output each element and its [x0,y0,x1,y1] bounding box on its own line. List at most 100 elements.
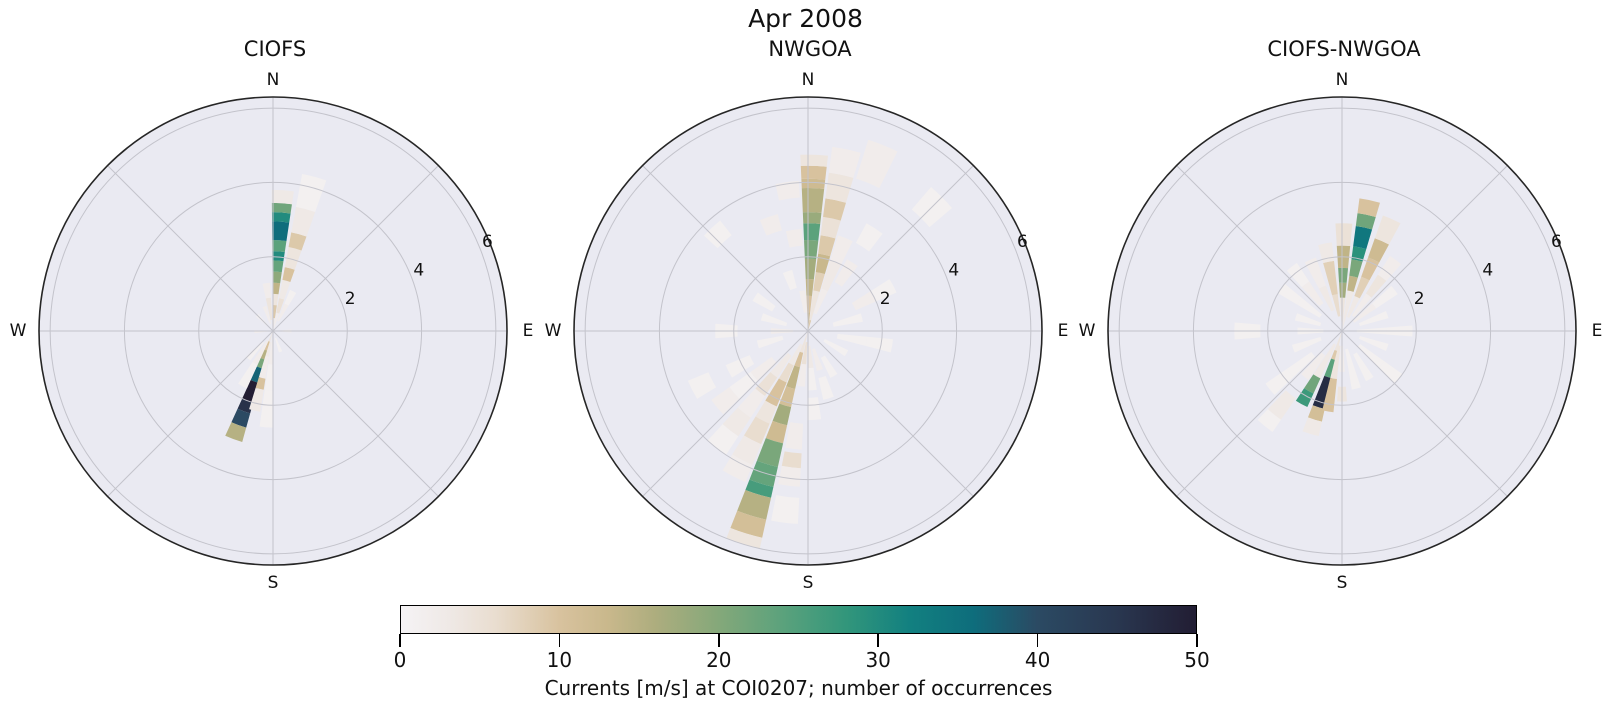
rose-petal-segment [255,377,266,390]
rose-petal-segment [750,356,777,381]
rose-petal-segment [807,345,814,369]
rose-petal-segment [785,229,803,248]
rose-petal-segment [737,388,765,418]
rose-petal-segment [1301,352,1326,380]
rose-petal-segment [801,178,826,189]
plot-title-ciofs: CIOFS [243,37,307,61]
rose-petal-segment [802,212,822,224]
rose-petal-segment [807,397,822,421]
rose-petal-segment [1358,310,1389,327]
rose-petal-segment [268,331,273,342]
rose-petal-segment [788,343,803,366]
rose-petal-segment [711,387,740,415]
compass-label-e: E [1592,321,1603,341]
rose-petal-segment [756,438,784,467]
rose-petal-segment [288,232,307,251]
rose-petal-segment [807,367,817,391]
compass-label-n: N [267,70,280,90]
rose-petal-segment [272,240,287,253]
rose-petal-segment [272,251,285,262]
rose-petal-segment [1297,297,1322,318]
compass-label-w: W [1079,321,1096,341]
rose-petal-segment [765,378,787,407]
rose-petal-segment [745,479,774,498]
rose-petal-segment [756,335,784,349]
rose-petal-segment [1295,388,1314,408]
rose-petal-segment [1379,361,1403,384]
rose-petal-segment [1304,257,1326,289]
rose-petal-segment [271,202,292,214]
rose-petal-segment [800,154,828,167]
rose-petal-segment [271,212,291,223]
colorbar-tick-label: 30 [865,648,891,672]
grid-spoke [1176,330,1343,497]
rose-petal-segment [1291,336,1322,353]
rose-petal-segment [836,333,868,346]
radial-tick-label: 6 [1017,232,1028,252]
rose-petal-segment [1334,331,1342,351]
radial-tick-label: 4 [948,261,959,281]
grid-spoke [1341,165,1508,332]
colorbar-tick-label: 50 [1184,648,1210,672]
rose-petal-segment [277,303,289,322]
rose-petal-segment [1339,282,1347,298]
radial-tick-label: 2 [880,289,891,309]
plot-title-nwgoa: NWGOA [768,37,852,61]
rose-petal-segment [772,403,792,426]
rose-petal-segment [291,206,316,237]
rose-petal-segment [258,355,269,379]
rose-petal-segment [1347,275,1358,292]
rose-petal-segment [786,365,800,390]
colorbar-tick [399,634,401,647]
rose-petal-segment [818,375,834,400]
rose-petal-segment [1377,255,1402,281]
rose-petal-segment [743,416,770,445]
rose-petal-segment [1357,198,1380,218]
rose-petal-segment [737,489,772,520]
rose-petal-segment [272,282,281,295]
rose-petal-segment [231,408,251,428]
rose-petal-segment [775,180,800,201]
rose-petal-segment [765,420,788,444]
rose-petal-segment [1361,257,1380,281]
rose-petal-segment [825,172,854,203]
rose-petal-segment [1351,293,1372,318]
rose-petal-segment [749,460,778,487]
radial-tick-label: 6 [1551,232,1562,252]
rose-petal-segment [1368,238,1389,263]
rose-petal-segment [272,271,282,284]
grid-spoke [807,330,974,497]
rose-petal-segment [799,331,808,353]
rose-petal-segment [797,363,807,387]
rose-petal-segment [755,400,777,424]
rose-petal-segment [707,424,739,455]
rose-petal-segment [808,319,812,331]
rose-petal-segment [752,292,776,312]
rose-petal-segment [1357,343,1385,368]
rose-petal-segment [1346,295,1360,318]
rose-petal-segment [237,398,254,414]
outer-rim [1107,96,1577,566]
rose-petal-segment [856,139,898,189]
rose-petal-segment [800,165,827,180]
rose-petal-segment [812,348,823,371]
rose-petal-segment [260,349,268,360]
compass-label-s: S [268,573,279,593]
rose-petal-segment [1257,409,1281,433]
rose-petal-segment [268,338,273,365]
rose-petal-segment [801,341,808,365]
rose-petal-segment [1354,276,1370,299]
radial-tick-label: 4 [1482,261,1493,281]
grid-spoke [1176,165,1343,332]
rose-plot-ciofs-nwgoa: 2 4 6 N E S W [1079,70,1603,593]
grid-spoke [642,165,809,332]
rose-petal-segment [1353,226,1373,250]
rose-petal-segment [821,260,842,292]
compass-label-w: W [10,321,27,341]
compass-label-s: S [803,573,814,593]
radial-tick-label: 2 [345,289,356,309]
rose-petal-segment [760,313,788,327]
rose-petal-segment [781,451,802,469]
outer-rim [573,96,1043,566]
rose-petal-segment [823,338,849,357]
